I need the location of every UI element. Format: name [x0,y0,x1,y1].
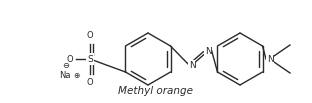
Text: O: O [87,31,93,40]
Text: O: O [66,54,73,64]
Text: Methyl orange: Methyl orange [119,86,193,96]
Text: Na: Na [59,70,71,80]
Text: ⊕: ⊕ [73,70,79,80]
Text: N: N [189,60,195,70]
Text: ⊖: ⊖ [62,61,70,70]
Text: O: O [87,78,93,87]
Text: N: N [205,46,211,56]
Text: N: N [267,54,273,64]
Text: S: S [87,54,93,64]
